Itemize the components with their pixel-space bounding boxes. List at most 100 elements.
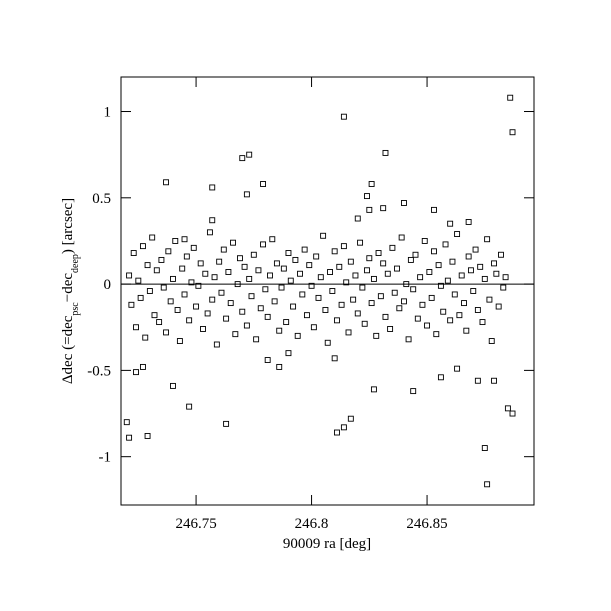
point xyxy=(387,326,394,332)
point xyxy=(364,267,370,274)
point xyxy=(331,248,338,255)
point xyxy=(204,310,211,317)
point xyxy=(364,193,370,200)
y-axis-label: Δdec (=decpsc−decdeep) [arcsec] xyxy=(60,198,81,384)
point xyxy=(454,231,461,237)
point xyxy=(255,267,262,274)
point xyxy=(230,239,236,246)
point xyxy=(440,308,447,315)
point xyxy=(474,377,481,384)
point xyxy=(294,332,301,339)
point xyxy=(488,338,495,344)
point xyxy=(260,181,267,187)
point xyxy=(481,445,488,451)
point xyxy=(234,281,241,288)
point xyxy=(283,319,290,326)
point xyxy=(209,217,216,224)
point xyxy=(160,284,167,291)
point xyxy=(223,315,230,322)
point xyxy=(373,332,380,339)
point xyxy=(133,369,139,376)
point xyxy=(484,236,491,243)
y-axis-label-part: Δdec (=dec xyxy=(60,315,76,384)
point xyxy=(350,296,357,303)
point xyxy=(153,267,160,274)
point xyxy=(303,312,310,319)
point xyxy=(486,296,493,303)
point xyxy=(317,274,324,281)
point xyxy=(193,303,200,310)
point xyxy=(428,294,435,301)
point xyxy=(447,220,454,227)
point xyxy=(451,291,458,298)
point xyxy=(243,322,250,329)
point xyxy=(271,298,278,305)
point xyxy=(380,205,387,212)
point xyxy=(209,296,216,303)
point xyxy=(130,250,137,256)
point xyxy=(292,256,299,263)
point xyxy=(433,331,440,338)
point xyxy=(340,424,347,431)
point xyxy=(181,291,188,298)
point xyxy=(320,232,327,239)
y-tick-label: 0.5 xyxy=(92,191,111,207)
y-axis-label-part: psc xyxy=(70,302,81,316)
point xyxy=(139,243,146,250)
point xyxy=(174,307,181,313)
point xyxy=(301,246,308,253)
point xyxy=(352,272,359,279)
point xyxy=(126,434,133,441)
point xyxy=(394,265,400,272)
point xyxy=(186,403,193,410)
point xyxy=(437,374,444,381)
point xyxy=(368,181,375,187)
point xyxy=(267,272,273,279)
point xyxy=(398,234,405,241)
point xyxy=(133,324,139,331)
point xyxy=(479,319,486,326)
point xyxy=(347,258,354,265)
y-tick-label: -1 xyxy=(99,450,112,466)
point xyxy=(195,282,202,289)
point xyxy=(477,263,484,270)
point xyxy=(359,284,366,291)
point xyxy=(403,281,410,288)
point xyxy=(375,250,382,256)
point xyxy=(498,251,504,258)
point xyxy=(250,251,257,258)
point xyxy=(306,262,313,269)
point xyxy=(507,94,514,101)
point xyxy=(262,286,269,293)
point xyxy=(209,184,216,191)
point xyxy=(183,253,190,260)
point xyxy=(366,255,373,262)
point xyxy=(137,294,144,301)
point xyxy=(424,322,431,329)
point xyxy=(343,279,350,286)
point xyxy=(220,246,227,253)
point xyxy=(340,243,347,250)
point xyxy=(158,256,165,263)
point xyxy=(176,338,183,344)
point xyxy=(200,326,206,332)
point xyxy=(472,246,479,253)
point xyxy=(197,260,204,267)
point xyxy=(308,282,315,289)
point xyxy=(243,191,250,198)
y-tick-label: -0.5 xyxy=(87,363,111,379)
point xyxy=(470,288,477,294)
point xyxy=(206,229,213,236)
y-axis-label-part: ) [arcsec] xyxy=(60,198,76,254)
point xyxy=(170,382,176,389)
point xyxy=(211,274,218,281)
point xyxy=(384,270,391,277)
point xyxy=(467,267,474,274)
point xyxy=(456,312,463,319)
point xyxy=(458,272,465,279)
point xyxy=(509,410,516,417)
x-tick-label: 246.85 xyxy=(406,516,447,532)
point xyxy=(239,308,246,315)
point xyxy=(465,253,472,260)
point xyxy=(414,315,421,322)
